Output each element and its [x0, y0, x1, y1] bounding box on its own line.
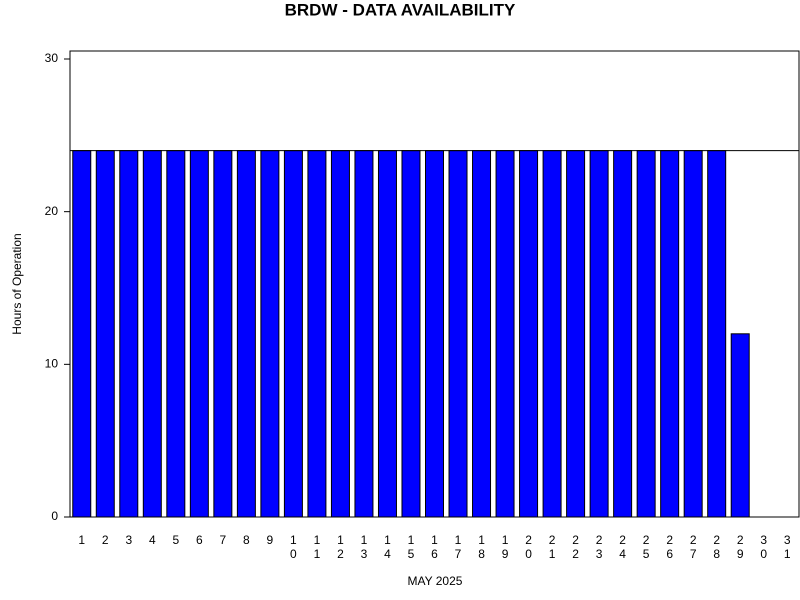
x-tick-label: 9 — [267, 533, 274, 547]
bar — [189, 150, 209, 518]
bar — [354, 150, 374, 518]
x-axis-label: MAY 2025 — [408, 574, 463, 588]
x-tick-label: 6 — [196, 533, 203, 547]
x-tick-label: 8 — [243, 533, 250, 547]
bar — [448, 150, 468, 518]
bar — [166, 150, 186, 518]
bar — [730, 333, 750, 518]
bar — [213, 150, 233, 518]
bar — [683, 150, 703, 518]
bar — [283, 150, 303, 518]
y-tick-label: 30 — [45, 51, 59, 65]
bar — [589, 150, 609, 518]
y-axis-label: Hours of Operation — [10, 233, 24, 334]
bar — [542, 150, 562, 518]
chart-title: BRDW - DATA AVAILABILITY — [285, 0, 516, 19]
bar — [142, 150, 162, 518]
x-tick-label: 5 — [172, 533, 179, 547]
bar — [519, 150, 539, 518]
bar — [425, 150, 444, 518]
bar — [401, 150, 421, 518]
bar — [495, 150, 515, 518]
bar — [119, 150, 139, 518]
y-tick-label: 20 — [45, 204, 59, 218]
bar — [330, 150, 350, 518]
bar — [260, 150, 280, 518]
x-tick-label: 3 — [125, 533, 132, 547]
x-tick-label: 4 — [149, 533, 156, 547]
x-tick-label: 1 — [78, 533, 85, 547]
y-tick-label: 0 — [51, 509, 58, 523]
bar — [707, 150, 727, 518]
bar — [307, 150, 327, 518]
x-tick-label: 7 — [220, 533, 227, 547]
bar — [660, 150, 680, 518]
bar — [95, 150, 115, 518]
bar — [613, 150, 633, 518]
bar — [472, 150, 492, 518]
bar — [236, 150, 256, 518]
y-tick-label: 10 — [45, 357, 59, 371]
bar — [377, 150, 397, 518]
bar — [636, 150, 656, 518]
bar — [566, 150, 586, 518]
x-tick-label: 2 — [102, 533, 109, 547]
bar — [72, 150, 92, 518]
